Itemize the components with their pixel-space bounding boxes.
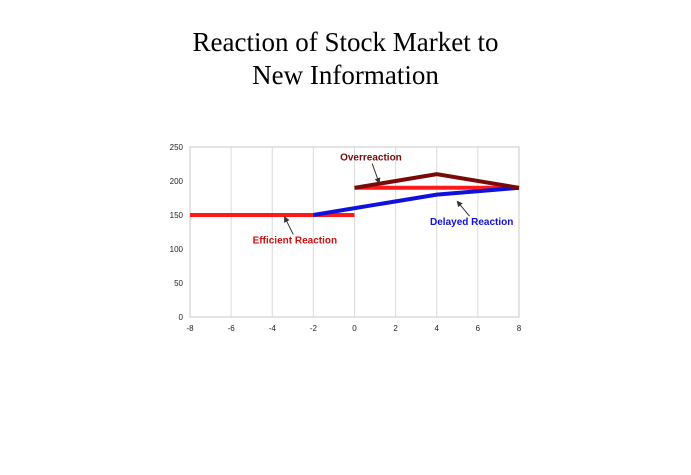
x-tick-label: -6 — [228, 324, 236, 333]
slide-title: Reaction of Stock Market to New Informat… — [0, 26, 691, 92]
x-tick-label: 2 — [393, 324, 398, 333]
x-tick-label: 0 — [352, 324, 357, 333]
annotation-label-2: Delayed Reaction — [430, 217, 513, 228]
annotation-arrow-2 — [456, 200, 470, 217]
y-tick-label: 200 — [170, 177, 184, 186]
series-line-3 — [313, 185, 520, 217]
series-layer — [190, 172, 520, 217]
x-tick-label: 4 — [435, 324, 440, 333]
annotation-label-1: Overreaction — [340, 153, 402, 164]
y-tick-label: 50 — [174, 279, 183, 288]
y-tick-label: 250 — [170, 143, 184, 152]
slide-title-line-1: Reaction of Stock Market to — [192, 27, 499, 57]
x-tick-label: 8 — [517, 324, 522, 333]
annotation-arrow-1 — [371, 163, 381, 184]
x-tick-label: -2 — [310, 324, 318, 333]
y-tick-label: 0 — [179, 313, 184, 322]
tick-layer: 0 50 100 150 200 250 -8 -6 -4 -2 0 2 4 6 8 — [170, 143, 522, 333]
reaction-line-chart: 0 50 100 150 200 250 -8 -6 -4 -2 0 2 4 6 8 Overreactio… — [170, 143, 522, 333]
series-line-4 — [354, 172, 520, 190]
y-tick-label: 100 — [170, 245, 184, 254]
annotation-layer: Overreaction Delayed Reaction Efficient Re… — [253, 153, 514, 247]
y-tick-label: 150 — [170, 211, 184, 220]
annotation-label-3: Efficient Reaction — [253, 236, 337, 247]
slide-title-line-2: New Information — [252, 60, 439, 90]
x-tick-label: -8 — [186, 324, 194, 333]
annotation-arrow-3 — [284, 216, 294, 235]
grid-layer — [189, 146, 520, 318]
plot-frame — [189, 146, 520, 318]
x-tick-label: -4 — [269, 324, 277, 333]
x-tick-label: 6 — [476, 324, 481, 333]
